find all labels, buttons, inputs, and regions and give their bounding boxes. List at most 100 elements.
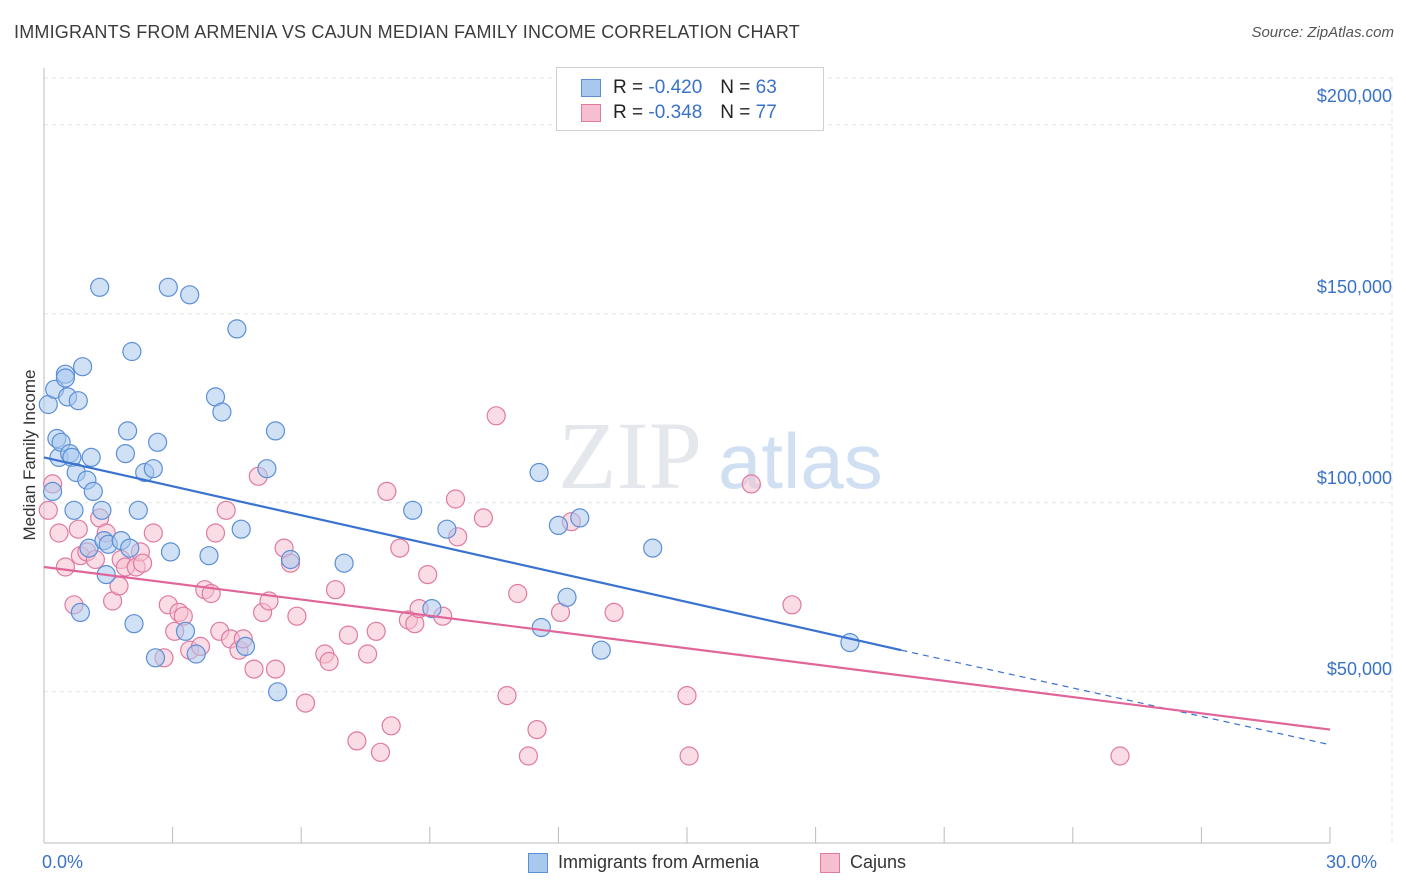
- armenia-point: [175, 621, 196, 641]
- y-axis-label: Median Family Income: [20, 369, 39, 541]
- y-tick-label-50000: $50,000: [1326, 659, 1392, 679]
- armenia-point: [143, 459, 163, 479]
- cajun-point: [55, 557, 76, 577]
- armenia-point: [212, 402, 232, 422]
- cajun-point: [370, 742, 391, 762]
- armenia-point: [529, 462, 549, 483]
- cajun-point: [1110, 746, 1130, 766]
- armenia-point: [199, 546, 219, 566]
- armenia-point: [231, 519, 251, 539]
- cajun-point: [38, 500, 58, 520]
- armenia-point: [643, 538, 663, 558]
- trend-lines: [43, 456, 1331, 746]
- armenia-point: [83, 481, 103, 501]
- armenia-point: [64, 500, 84, 520]
- legend-n-label: N =: [720, 77, 751, 98]
- armenia-point: [160, 542, 181, 562]
- cajun-point: [604, 602, 624, 623]
- armenia-point: [280, 549, 301, 570]
- legend-row-cajun: R = -0.348 N = 77: [581, 101, 777, 125]
- armenia-point: [117, 421, 138, 441]
- cajun-point: [377, 481, 397, 501]
- cajun-point: [418, 564, 438, 585]
- armenia-point: [90, 277, 110, 297]
- cajun-point: [244, 659, 264, 679]
- watermark: ZIP atlas: [558, 402, 883, 509]
- cajun-point: [216, 500, 236, 520]
- armenia-point: [570, 508, 590, 528]
- cajun-point: [325, 580, 346, 600]
- watermark-atlas: atlas: [718, 417, 883, 505]
- cajun-point: [518, 746, 539, 766]
- armenia-point: [531, 617, 551, 638]
- armenia-trend-line: [43, 456, 902, 652]
- armenia-point: [148, 432, 168, 452]
- source-credit: Source: ZipAtlas.com: [1251, 24, 1394, 41]
- armenia-point: [55, 368, 76, 388]
- armenia-points: [38, 277, 860, 702]
- correlation-legend: R = -0.420 N = 63 R = -0.348 N = 77: [556, 67, 824, 131]
- armenia-point: [235, 636, 256, 657]
- cajun-point: [347, 731, 367, 751]
- cajun-point: [265, 659, 286, 679]
- armenia-point: [180, 285, 200, 305]
- axes: [43, 68, 1331, 844]
- legend-row-armenia: R = -0.420 N = 63: [581, 76, 777, 100]
- armenia-point: [79, 538, 99, 558]
- bottom-legend-armenia: Immigrants from Armenia: [528, 852, 759, 873]
- legend-r-label: R =: [613, 77, 644, 98]
- y-tick-label-200000: $200,000: [1316, 86, 1392, 106]
- armenia-point: [72, 357, 93, 377]
- armenia-point: [334, 553, 354, 573]
- armenia-point: [591, 640, 611, 660]
- legend-r-value: -0.348: [648, 102, 703, 123]
- cajun-point: [741, 474, 761, 494]
- cajun-point: [497, 685, 517, 706]
- armenia-trend-extension: [901, 649, 1331, 746]
- armenia-point: [268, 682, 288, 702]
- legend-r-label: R =: [613, 102, 644, 123]
- y-tick-label-100000: $100,000: [1316, 468, 1392, 488]
- cajun-trend-line: [43, 565, 1331, 731]
- legend-n-value: 63: [755, 77, 777, 98]
- armenia-point: [124, 614, 144, 634]
- armenia-legend-label: Immigrants from Armenia: [558, 852, 760, 872]
- armenia-point: [548, 515, 569, 536]
- armenia-point: [68, 391, 88, 411]
- legend-n-label: N =: [720, 102, 751, 123]
- cajun-point: [338, 625, 358, 645]
- cajun-point: [381, 716, 401, 736]
- armenia-point: [42, 481, 63, 501]
- armenia-point: [115, 444, 136, 464]
- cajun-point: [508, 583, 528, 604]
- cajun-point: [390, 538, 410, 558]
- armenia-point: [437, 519, 457, 539]
- cajun-legend-label: Cajuns: [850, 852, 907, 872]
- armenia-point: [145, 648, 166, 668]
- armenia-point: [422, 598, 442, 619]
- cajun-point: [143, 523, 163, 543]
- armenia-point: [70, 602, 91, 623]
- legend-r-value: -0.420: [648, 77, 703, 98]
- armenia-point: [92, 500, 112, 520]
- armenia-point: [265, 421, 286, 441]
- chart-title: IMMIGRANTS FROM ARMENIA VS CAJUN MEDIAN …: [14, 22, 800, 42]
- cajun-point: [473, 508, 493, 528]
- cajun-point: [287, 606, 307, 626]
- armenia-point: [128, 500, 148, 520]
- cajun-point: [319, 651, 339, 672]
- armenia-swatch: [581, 79, 601, 97]
- legend-n-value: 77: [755, 102, 777, 123]
- armenia-legend-swatch: [528, 852, 548, 873]
- cajun-point: [295, 693, 316, 713]
- cajun-point: [358, 644, 378, 664]
- cajun-legend-swatch: [820, 852, 840, 873]
- armenia-point: [557, 587, 577, 607]
- x-tick-label-right: 30.0%: [1326, 852, 1378, 872]
- cajun-point: [68, 519, 88, 539]
- cajun-point: [679, 746, 699, 766]
- cajun-point: [445, 489, 466, 509]
- cajun-point: [205, 523, 226, 543]
- cajun-point: [677, 685, 697, 706]
